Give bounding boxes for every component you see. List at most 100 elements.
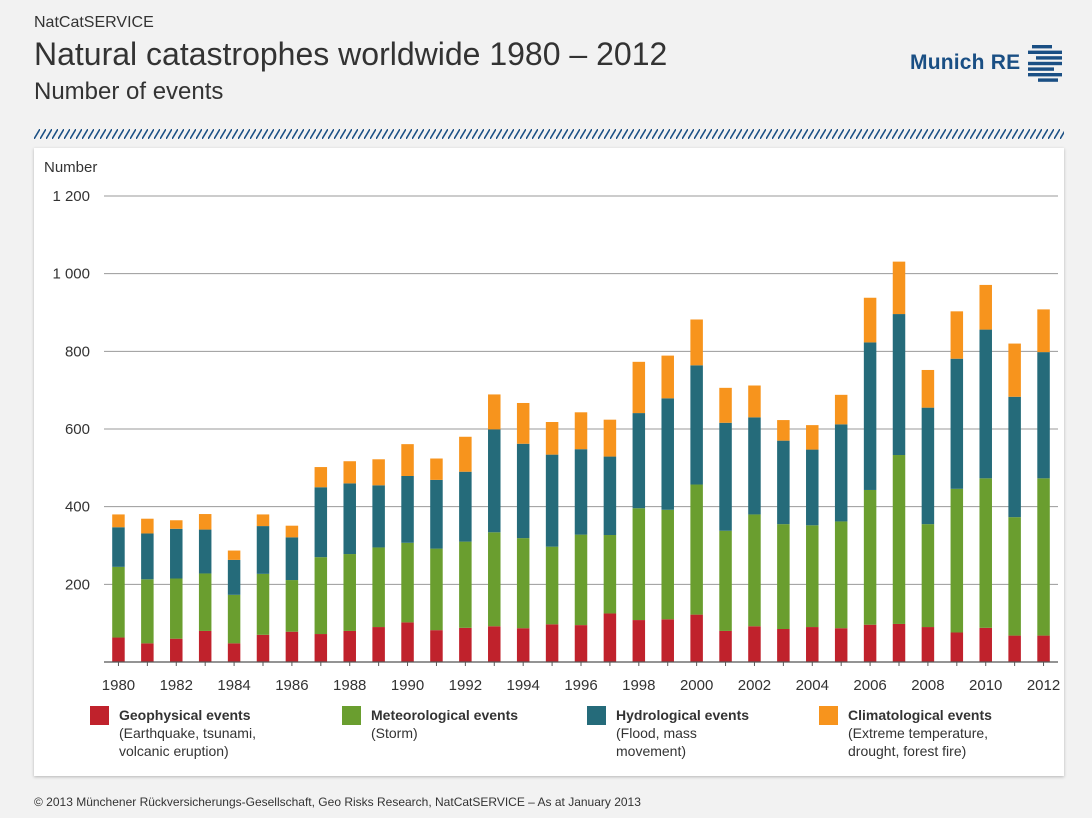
bar-hydrological-1982: [170, 528, 183, 579]
bar-climatological-1995: [545, 422, 559, 455]
bar-climatological-2001: [719, 387, 732, 423]
x-tick-label: 1984: [217, 677, 250, 694]
bar-hydrological-2008: [921, 407, 935, 525]
bar-meteorological-1982: [170, 578, 183, 639]
bar-hydrological-1986: [285, 537, 299, 581]
bar-geophysical-1997: [603, 613, 617, 662]
bar-meteorological-1984: [227, 594, 241, 644]
bar-hydrological-1998: [632, 413, 646, 509]
bar-meteorological-1994: [516, 538, 530, 629]
bar-hydrological-1985: [256, 526, 270, 574]
legend-name-climatological: Climatological events: [848, 707, 992, 723]
bar-geophysical-1987: [314, 634, 328, 662]
bar-meteorological-2012: [1037, 478, 1050, 636]
bar-geophysical-1991: [430, 630, 443, 662]
bar-climatological-1984: [227, 550, 241, 560]
bar-hydrological-1987: [314, 487, 328, 558]
x-tick-label: 2004: [796, 677, 829, 694]
legend-name-hydrological: Hydrological events: [616, 707, 750, 723]
x-tick-label: 1988: [333, 677, 366, 694]
x-tick-label: 2000: [680, 677, 713, 694]
bar-climatological-1997: [603, 419, 617, 457]
x-tick-label: 2012: [1027, 677, 1060, 694]
bar-geophysical-1980: [112, 637, 125, 662]
logo-text: Munich RE: [910, 51, 1021, 74]
bar-geophysical-2010: [979, 627, 992, 662]
hatched-divider: [34, 129, 1064, 139]
bar-climatological-2008: [921, 369, 935, 408]
bar-geophysical-1996: [574, 625, 588, 662]
bar-geophysical-2007: [892, 623, 906, 662]
bar-geophysical-1982: [170, 638, 183, 662]
bar-geophysical-2000: [690, 614, 703, 662]
munich-re-logo: Munich RE: [910, 44, 1064, 82]
bar-climatological-1990: [401, 444, 414, 476]
legend-swatch-meteorological: [342, 706, 361, 725]
bar-geophysical-1994: [516, 628, 530, 662]
legend-item-geophysical: Geophysical events (Earthquake, tsunami,…: [90, 706, 256, 760]
bar-climatological-2007: [892, 261, 906, 315]
bar-geophysical-1993: [488, 626, 501, 662]
bar-hydrological-2000: [690, 365, 703, 485]
bar-hydrological-1994: [516, 443, 530, 539]
bar-meteorological-1999: [661, 509, 674, 620]
bar-climatological-1999: [661, 355, 674, 399]
bar-geophysical-2004: [806, 627, 819, 662]
bar-climatological-2000: [690, 319, 703, 366]
bar-geophysical-1990: [401, 622, 414, 662]
bar-geophysical-2002: [748, 626, 761, 662]
bar-meteorological-2003: [777, 524, 790, 629]
bar-meteorological-1990: [401, 542, 414, 623]
bar-hydrological-1981: [141, 533, 154, 580]
bar-meteorological-1986: [285, 580, 299, 632]
bar-meteorological-1985: [256, 573, 270, 635]
bar-climatological-2004: [806, 425, 819, 450]
bar-hydrological-2006: [863, 342, 877, 490]
footer-copyright: © 2013 Münchener Rückversicherungs-Gesel…: [34, 795, 641, 809]
legend-swatch-climatological: [819, 706, 838, 725]
bar-hydrological-1984: [227, 559, 241, 595]
legend-swatch-geophysical: [90, 706, 109, 725]
legend-name-meteorological: Meteorological events: [371, 707, 519, 723]
page-title: Natural catastrophes worldwide 1980 – 20…: [34, 36, 668, 72]
x-tick-label: 2010: [969, 677, 1002, 694]
munich-re-logo-icon: [1028, 45, 1063, 82]
bar-hydrological-2005: [834, 424, 848, 522]
bar-meteorological-1988: [343, 554, 356, 631]
bar-geophysical-1989: [372, 627, 385, 662]
bar-meteorological-2010: [979, 478, 992, 628]
bar-meteorological-2004: [806, 525, 819, 628]
bar-meteorological-1981: [141, 579, 154, 644]
bar-geophysical-2005: [834, 628, 848, 662]
chart-panel: Number 200 400 600 800 1 000 1 200 1980 1982 1984…: [34, 148, 1064, 776]
bar-geophysical-2003: [777, 628, 790, 662]
bar-hydrological-1991: [430, 479, 443, 549]
bar-geophysical-2008: [921, 627, 935, 662]
bar-meteorological-1983: [198, 573, 212, 631]
bar-meteorological-1987: [314, 557, 328, 635]
bar-hydrological-2001: [719, 422, 732, 531]
bar-hydrological-2009: [950, 358, 964, 489]
bar-climatological-1996: [574, 412, 588, 450]
legend-item-hydrological: Hydrological events (Flood, mass movemen…: [587, 706, 749, 760]
bar-meteorological-2000: [690, 484, 703, 615]
bar-climatological-1986: [285, 525, 299, 538]
legend-desc-geophysical: (Earthquake, tsunami, volcanic eruption): [119, 725, 256, 759]
bar-meteorological-2001: [719, 530, 732, 631]
y-tick-label: 800: [65, 343, 90, 360]
bar-geophysical-1983: [198, 630, 212, 662]
bar-hydrological-1980: [112, 527, 125, 567]
bar-hydrological-2002: [748, 417, 761, 515]
bar-geophysical-1981: [141, 643, 154, 662]
bar-geophysical-1988: [343, 630, 356, 662]
bar-climatological-2003: [777, 420, 790, 441]
bar-climatological-1981: [141, 518, 154, 534]
bar-geophysical-1999: [661, 619, 674, 662]
x-tick-label: 1994: [506, 677, 539, 694]
bar-geophysical-1986: [285, 631, 299, 662]
bar-meteorological-1993: [488, 532, 501, 627]
y-tick-label: 1 000: [52, 266, 90, 283]
bar-meteorological-2005: [834, 521, 848, 629]
bar-climatological-2005: [834, 394, 848, 425]
bar-hydrological-1983: [198, 529, 212, 574]
